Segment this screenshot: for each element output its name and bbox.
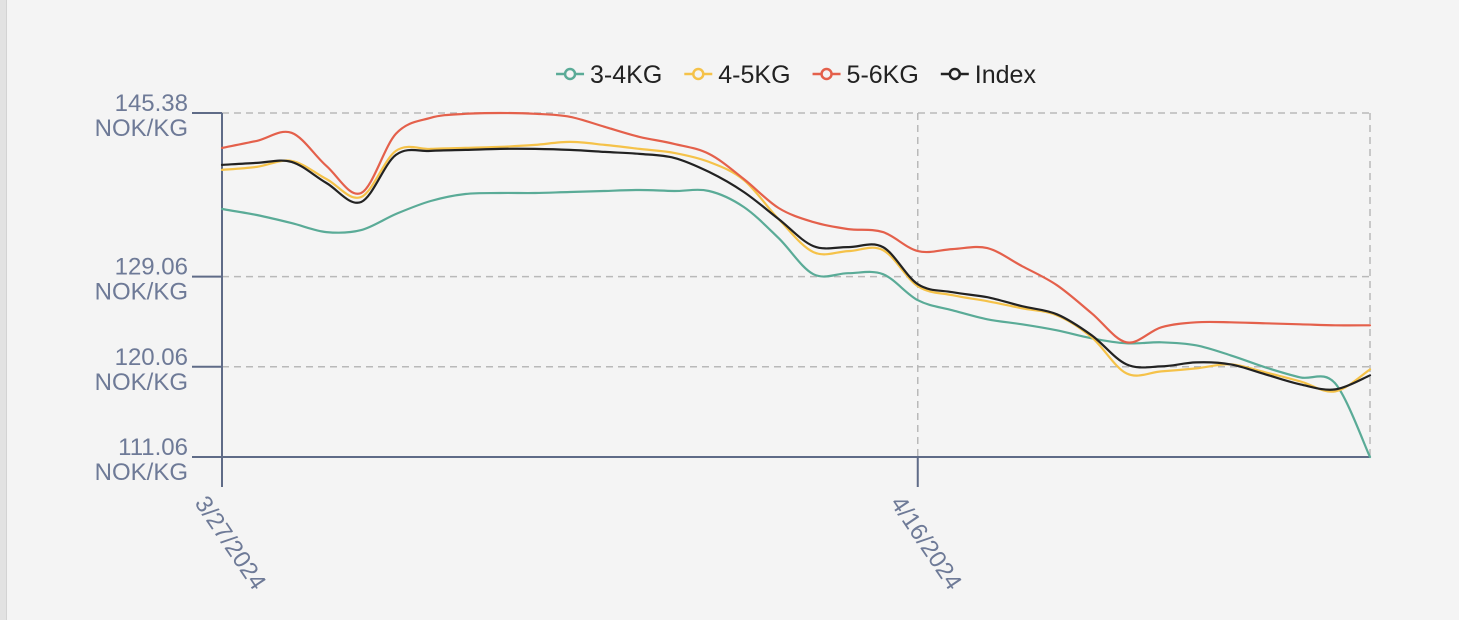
legend-item-4-5kg[interactable]: 4-5KG bbox=[684, 61, 791, 89]
legend-item-5-6kg[interactable]: 5-6KG bbox=[812, 61, 919, 89]
series-line-5-6kg bbox=[220, 111, 1372, 344]
legend-swatch-marker bbox=[692, 67, 705, 81]
y-tick-label-value: 129.06 bbox=[115, 254, 188, 281]
grid-lines bbox=[222, 112, 1371, 457]
legend-swatch-marker bbox=[820, 67, 833, 81]
y-tick-label-value: 120.06 bbox=[115, 344, 188, 371]
y-tick-label-unit: NOK/KG bbox=[95, 369, 188, 396]
legend-item-3-4kg[interactable]: 3-4KG bbox=[556, 61, 662, 89]
y-axis-tick-labels: 145.38NOK/KG129.06NOK/KG120.06NOK/KG111.… bbox=[95, 90, 188, 486]
series-line-4-5kg bbox=[220, 140, 1372, 393]
y-tick-label-unit: NOK/KG bbox=[95, 279, 188, 306]
x-tick-label: 4/16/2024 bbox=[885, 491, 967, 595]
legend-item-index[interactable]: Index bbox=[940, 61, 1037, 89]
x-tick-label: 3/27/2024 bbox=[189, 491, 271, 595]
legend-swatch-marker bbox=[563, 67, 577, 81]
legend-label: Index bbox=[975, 61, 1037, 89]
y-tick-label-value: 111.06 bbox=[118, 434, 188, 461]
y-tick-label-value: 145.38 bbox=[115, 90, 188, 117]
series-lines bbox=[220, 111, 1372, 459]
y-tick-label-unit: NOK/KG bbox=[95, 115, 188, 142]
x-axis-tick-labels: 3/27/2024 4/16/2024 bbox=[189, 491, 967, 595]
panel-left-edge bbox=[0, 0, 7, 620]
legend-swatch-marker bbox=[948, 67, 962, 81]
series-line-index bbox=[220, 147, 1372, 391]
legend-label: 4-5KG bbox=[718, 61, 790, 89]
legend[interactable]: 3-4KG 4-5KG 5-6KG Index bbox=[556, 61, 1036, 89]
legend-label: 3-4KG bbox=[590, 61, 662, 89]
series-line-3-4kg bbox=[220, 188, 1372, 459]
y-tick-label-unit: NOK/KG bbox=[95, 459, 188, 486]
legend-label: 5-6KG bbox=[847, 61, 919, 89]
axes bbox=[192, 112, 1370, 487]
